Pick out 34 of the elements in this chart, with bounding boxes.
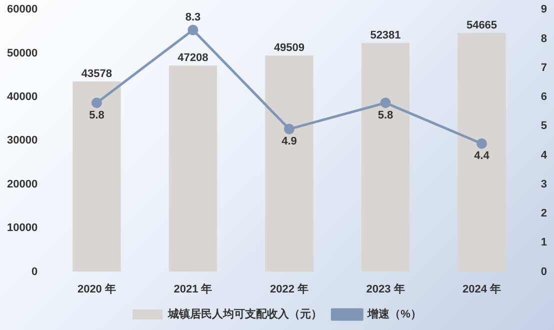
x-tick-label: 2020 年 (77, 282, 116, 296)
y2-tick-label: 1 (540, 236, 548, 249)
data-label: 43578 (81, 68, 112, 80)
y-tick-label: 30000 (6, 134, 38, 147)
y-tick-label: 50000 (6, 47, 38, 60)
y2-tick-label: 6 (540, 91, 548, 104)
legend-label: 城镇居民人均可支配收入（元） (167, 308, 322, 321)
x-tick-label: 2021 年 (174, 282, 212, 296)
y2-tick-label: 0 (540, 266, 548, 278)
data-label: 4.4 (474, 150, 490, 162)
data-label: 8.3 (185, 12, 201, 24)
y2-tick-label: 8 (540, 32, 548, 45)
data-label: 49509 (274, 42, 305, 54)
data-label: 52381 (370, 29, 401, 42)
y-tick-label: 10000 (6, 222, 38, 234)
legend-label: 增速（%） (366, 308, 422, 321)
y2-tick-label: 9 (540, 4, 548, 16)
y2-tick-label: 2 (540, 208, 548, 220)
y-tick-label: 0 (31, 266, 38, 278)
data-label: 4.9 (282, 136, 297, 148)
y-tick-label: 60000 (6, 4, 38, 16)
y2-tick-label: 3 (540, 178, 548, 190)
y-tick-label: 20000 (6, 178, 38, 190)
y-tick-label: 40000 (6, 91, 38, 104)
y2-tick-label: 4 (540, 149, 548, 162)
x-tick-label: 2022 年 (270, 282, 308, 296)
x-tick-label: 2023 年 (366, 282, 405, 296)
data-label: 5.8 (89, 109, 104, 122)
x-tick-label: 2024 年 (462, 282, 502, 296)
data-label: 5.8 (378, 109, 394, 122)
data-label: 47208 (178, 52, 208, 64)
data-label: 54665 (466, 19, 498, 32)
y2-tick-label: 5 (540, 120, 548, 132)
y2-tick-label: 7 (540, 62, 548, 74)
